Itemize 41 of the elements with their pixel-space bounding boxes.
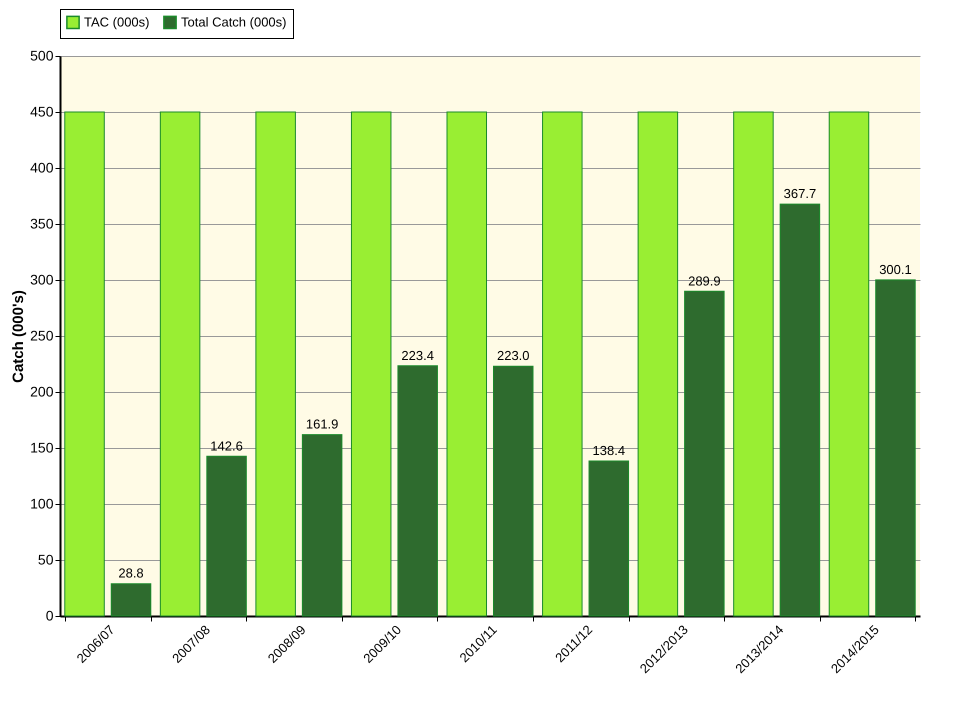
data-label: 161.9 xyxy=(306,416,338,432)
data-label: 300.1 xyxy=(879,262,912,277)
y-tick-label: 500 xyxy=(30,48,54,64)
bar xyxy=(397,365,438,616)
bar xyxy=(350,112,392,616)
y-tick-label: 0 xyxy=(46,608,54,624)
bar xyxy=(542,112,583,616)
bar xyxy=(446,112,488,616)
data-label: 223.4 xyxy=(401,348,434,363)
y-tick-label: 300 xyxy=(30,272,54,288)
data-label: 289.9 xyxy=(688,273,721,288)
data-label: 223.0 xyxy=(496,348,530,364)
y-tick-label: 100 xyxy=(30,496,54,512)
y-tick-label: 400 xyxy=(30,160,54,176)
bar xyxy=(64,112,105,616)
data-label: 142.6 xyxy=(210,438,243,454)
bar xyxy=(206,456,247,616)
y-tick-label: 350 xyxy=(30,216,54,232)
bar xyxy=(588,460,630,616)
y-tick-label: 200 xyxy=(30,384,54,400)
data-label: 367.7 xyxy=(784,186,816,202)
y-axis-title: Catch (000's) xyxy=(10,290,28,383)
bar xyxy=(302,434,342,616)
bar xyxy=(684,290,725,616)
bar xyxy=(255,112,296,616)
bar xyxy=(780,204,820,616)
y-tick-label: 450 xyxy=(30,104,54,120)
bar xyxy=(733,112,774,616)
data-label: 28.8 xyxy=(118,566,144,581)
bar xyxy=(875,279,916,616)
bar xyxy=(828,112,870,616)
legend-label: TAC (000s) xyxy=(84,14,150,30)
bar xyxy=(638,112,678,616)
bar xyxy=(492,366,534,616)
bar xyxy=(110,583,152,616)
y-tick-label: 50 xyxy=(38,552,54,568)
y-tick-label: 150 xyxy=(30,440,54,456)
y-tick-label: 250 xyxy=(30,328,54,344)
legend-label: Total Catch (000s) xyxy=(181,14,286,30)
data-label: 138.4 xyxy=(592,442,626,458)
bar xyxy=(160,112,200,616)
